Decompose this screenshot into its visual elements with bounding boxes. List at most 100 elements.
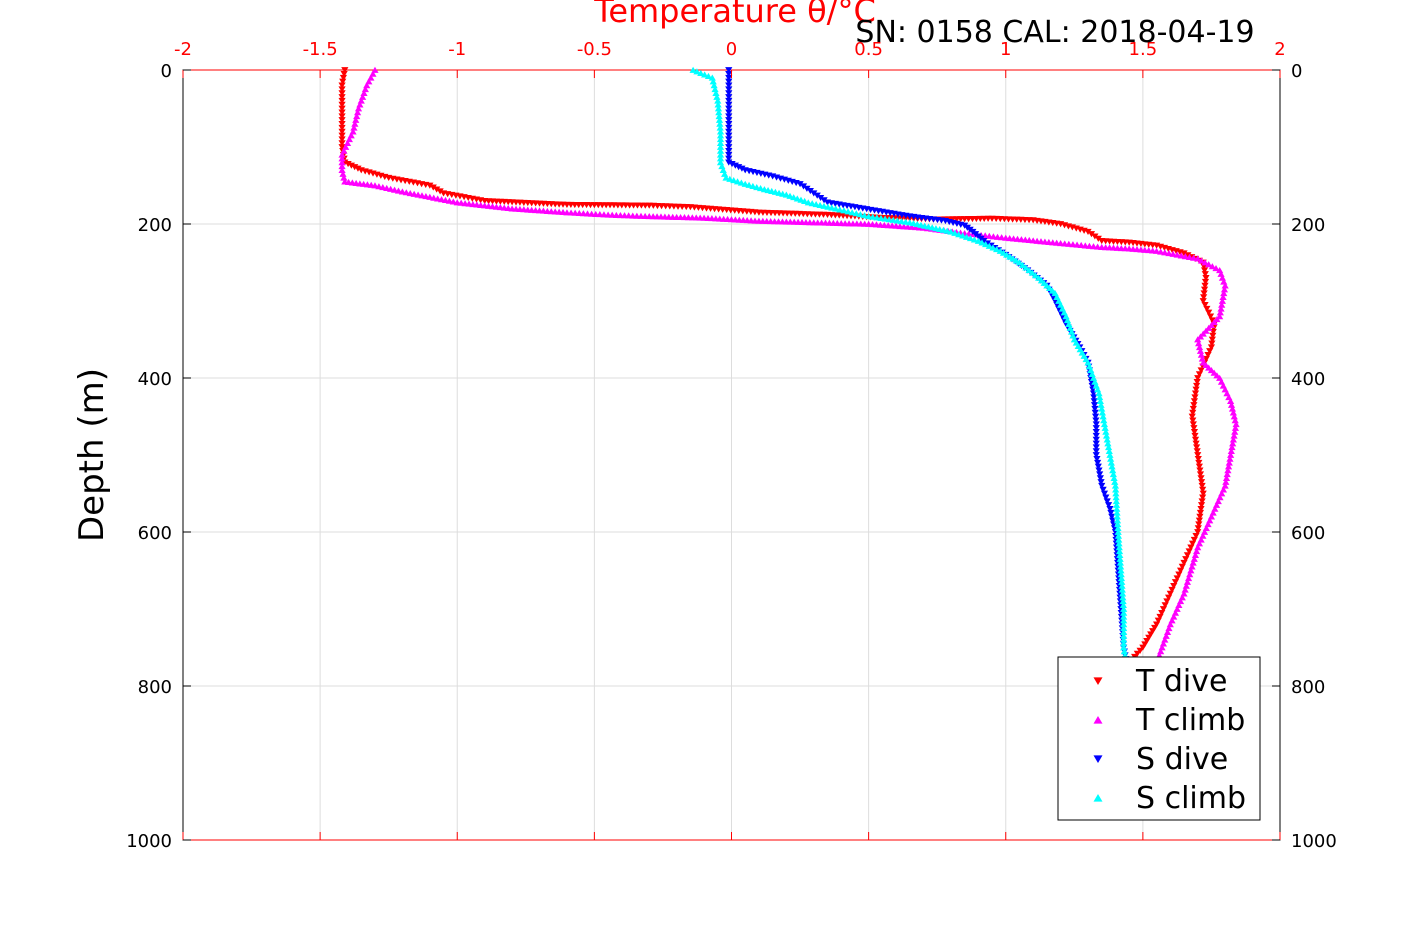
data-marker: [1184, 252, 1192, 259]
data-marker: [803, 185, 811, 192]
data-marker: [1110, 474, 1118, 481]
data-marker: [1199, 490, 1207, 497]
data-marker: [716, 139, 725, 147]
data-marker: [1119, 598, 1127, 605]
data-marker: [1229, 440, 1237, 447]
data-marker: [1087, 231, 1096, 238]
data-marker: [1202, 275, 1210, 282]
data-marker: [1103, 436, 1111, 443]
data-marker: [1180, 250, 1188, 257]
data-marker: [1113, 513, 1121, 520]
data-marker: [1229, 409, 1237, 416]
data-marker: [1166, 590, 1174, 597]
data-marker: [1195, 371, 1204, 378]
data-marker: [1205, 261, 1213, 268]
data-marker: [338, 124, 346, 131]
data-marker: [1091, 405, 1099, 413]
data-marker: [951, 229, 959, 236]
data-marker: [1212, 265, 1220, 272]
data-marker: [810, 190, 818, 197]
data-marker: [1152, 247, 1161, 254]
data-marker: [725, 121, 733, 128]
data-marker: [725, 70, 733, 78]
data-marker: [1147, 631, 1155, 638]
data-marker: [1098, 409, 1107, 416]
data-marker: [1220, 286, 1229, 293]
data-marker: [1115, 544, 1123, 551]
data-marker: [338, 140, 346, 147]
data-marker: [353, 112, 361, 120]
series-t-dive: [338, 67, 1218, 667]
data-marker: [947, 228, 955, 235]
data-marker: [738, 165, 746, 172]
data-marker: [339, 170, 347, 177]
data-marker: [1114, 524, 1122, 532]
x-tick-label: -1.5: [303, 39, 338, 60]
data-marker: [1015, 259, 1024, 266]
data-marker: [1118, 578, 1126, 585]
data-marker: [1117, 567, 1125, 574]
data-marker: [716, 151, 725, 158]
data-marker: [340, 174, 348, 181]
data-marker: [1183, 552, 1192, 559]
data-marker: [1119, 601, 1128, 609]
data-marker: [1118, 586, 1126, 593]
data-marker: [1188, 563, 1196, 570]
data-marker: [338, 82, 346, 89]
data-marker: [1195, 340, 1203, 347]
data-marker: [1099, 486, 1107, 493]
data-marker: [1186, 571, 1194, 578]
data-marker: [1200, 290, 1208, 297]
data-marker: [1191, 390, 1200, 397]
data-marker: [1139, 644, 1147, 651]
data-marker: [1157, 248, 1165, 255]
data-marker: [806, 188, 814, 195]
data-marker: [1193, 382, 1201, 389]
data-marker: [970, 236, 979, 243]
data-marker: [338, 136, 346, 143]
data-marker: [697, 69, 705, 76]
data-marker: [1092, 448, 1100, 455]
legend: T dive T climb S dive S climb: [1057, 656, 1261, 821]
data-marker: [1200, 286, 1209, 293]
data-marker: [1195, 343, 1204, 351]
data-marker: [1113, 517, 1122, 524]
data-marker: [1196, 467, 1204, 474]
data-marker: [347, 162, 355, 169]
data-marker: [1190, 425, 1198, 432]
data-marker: [1231, 428, 1239, 435]
data-marker: [852, 210, 860, 217]
data-marker: [1220, 290, 1228, 297]
data-marker: [1198, 355, 1206, 362]
data-marker: [1206, 313, 1215, 320]
data-marker: [725, 128, 733, 135]
data-marker: [1109, 467, 1117, 474]
data-marker: [1107, 455, 1115, 462]
data-marker: [338, 166, 346, 173]
data-marker: [1204, 352, 1212, 359]
legend-label: S climb: [1136, 781, 1246, 816]
data-marker: [1019, 261, 1027, 268]
data-marker: [735, 164, 743, 171]
data-marker: [1175, 571, 1183, 578]
data-marker: [1173, 251, 1181, 258]
data-marker: [1096, 394, 1104, 401]
data-marker: [725, 90, 733, 97]
data-marker: [1194, 525, 1202, 532]
data-marker: [716, 147, 725, 154]
data-marker: [354, 165, 362, 172]
data-marker: [725, 124, 733, 131]
series-s-climb: [689, 66, 1131, 666]
series-s-dive: [725, 67, 1131, 667]
data-marker: [1194, 455, 1202, 463]
data-marker: [725, 159, 733, 166]
data-marker: [1185, 253, 1194, 260]
data-marker: [813, 192, 821, 199]
data-marker: [1025, 266, 1033, 274]
legend-marker: [1093, 793, 1103, 802]
data-marker: [1092, 452, 1100, 459]
data-marker: [1095, 467, 1103, 474]
data-marker: [1022, 264, 1030, 271]
